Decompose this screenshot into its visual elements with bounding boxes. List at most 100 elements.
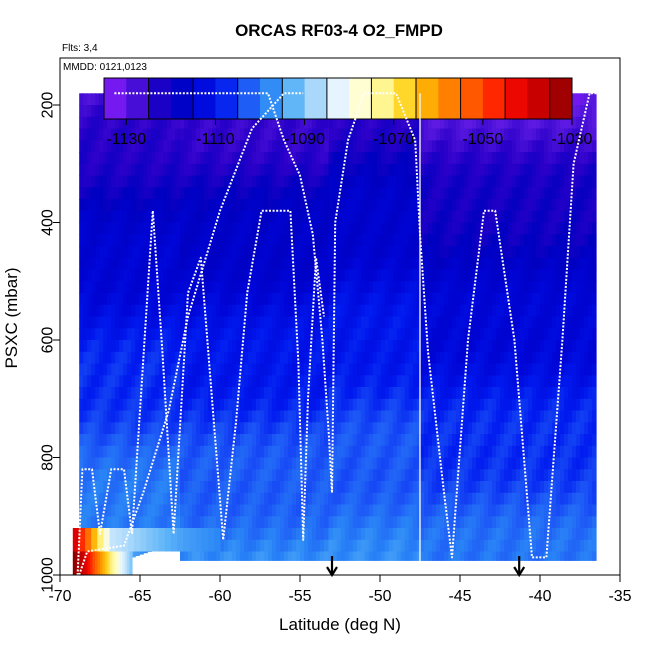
heatmap-cell [175, 481, 180, 494]
heatmap-cell [79, 281, 84, 294]
heatmap-cell [376, 222, 382, 235]
heatmap-cell [488, 457, 493, 470]
heatmap-cell [388, 340, 394, 353]
heatmap-cell [127, 481, 132, 494]
heatmap-cell [332, 246, 338, 259]
heatmap-cell [432, 504, 437, 517]
heatmap-cell [372, 187, 378, 200]
heatmap-cell [560, 281, 565, 294]
heatmap-cell [143, 269, 148, 282]
heatmap-cell [352, 469, 358, 482]
heatmap-cell [360, 481, 366, 494]
heatmap-cell [216, 152, 221, 165]
heatmap-cell [372, 246, 378, 259]
heatmap-cell [388, 152, 394, 165]
heatmap-cell [180, 481, 185, 494]
heatmap-cell [256, 481, 261, 494]
heatmap-cell [364, 257, 370, 271]
heatmap-cell [368, 387, 374, 400]
heatmap-cell [340, 551, 346, 561]
heatmap-cell [340, 246, 346, 259]
heatmap-cell [384, 246, 390, 259]
heatmap-cell [332, 434, 338, 447]
heatmap-cell [452, 387, 457, 400]
heatmap-cell [400, 528, 406, 541]
heatmap-cell [444, 422, 449, 435]
heatmap-cell [476, 469, 481, 482]
heatmap-cell [368, 140, 374, 153]
heatmap-cell [388, 445, 394, 459]
heatmap-cell [300, 210, 305, 224]
heatmap-cell [364, 281, 370, 294]
chart-title: ORCAS RF03-4 O2_FMPD [235, 21, 443, 40]
heatmap-cell [123, 199, 128, 212]
heatmap-cell [276, 398, 281, 412]
heatmap-cell [556, 434, 561, 447]
heatmap-cell [312, 363, 317, 376]
heatmap-cell [316, 293, 321, 306]
heatmap-cell [520, 128, 525, 141]
heatmap-cell [288, 293, 293, 306]
heatmap-cell [87, 140, 92, 153]
heatmap-cell [220, 163, 225, 177]
heatmap-cell [99, 351, 104, 365]
heatmap-cell [284, 199, 289, 212]
heatmap-cell [552, 293, 557, 306]
heatmap-cell [444, 398, 449, 412]
heatmap-cell [107, 116, 112, 130]
heatmap-cell [468, 116, 473, 130]
heatmap-cell [83, 234, 88, 247]
heatmap-cell [332, 340, 338, 353]
heatmap-cell [143, 504, 148, 517]
heatmap-cell [564, 175, 569, 188]
heatmap-cell [151, 398, 156, 412]
heatmap-cell [107, 210, 112, 224]
heatmap-cell [488, 551, 493, 561]
heatmap-cell [484, 269, 489, 282]
heatmap-cell [276, 539, 281, 553]
heatmap-cell [396, 246, 402, 259]
heatmap-cell [220, 363, 225, 376]
heatmap-cell [376, 387, 382, 400]
heatmap-cell [536, 210, 541, 224]
heatmap-cell [376, 492, 382, 506]
heatmap-cell [155, 387, 160, 400]
heatmap-cell [147, 328, 152, 341]
heatmap-cell [256, 199, 261, 212]
heatmap-cell [216, 269, 221, 282]
heatmap-cell [232, 140, 237, 153]
heatmap-cell [448, 445, 453, 459]
heatmap-cell [272, 246, 277, 259]
heatmap-cell [496, 210, 501, 224]
heatmap-cell [340, 175, 346, 188]
heatmap-cell [204, 163, 209, 177]
heatmap-cell [135, 222, 140, 235]
heatmap-cell [404, 363, 410, 376]
heatmap-cell [420, 492, 425, 506]
heatmap-cell [516, 363, 521, 376]
heatmap-cell [460, 210, 465, 224]
heatmap-cell [95, 234, 100, 247]
heatmap-cell [252, 281, 257, 294]
heatmap-cell [139, 316, 144, 329]
heatmap-cell [87, 469, 92, 482]
heatmap-cell [372, 481, 378, 494]
heatmap-cell [123, 375, 128, 388]
heatmap-cell [264, 351, 269, 365]
heatmap-cell [340, 140, 346, 153]
heatmap-cell [464, 398, 469, 412]
heatmap-cell [452, 551, 457, 561]
heatmap-cell [151, 504, 156, 517]
heatmap-cell [107, 434, 112, 447]
heatmap-cell [412, 539, 418, 553]
heatmap-cell [412, 293, 418, 306]
heatmap-cell [252, 492, 257, 506]
heatmap-cell [536, 375, 541, 388]
heatmap-cell [131, 128, 136, 141]
heatmap-cell [468, 539, 473, 553]
heatmap-cell [184, 445, 189, 459]
heatmap-cell [143, 340, 148, 353]
heatmap-cell [256, 504, 261, 517]
heatmap-cell [264, 199, 269, 212]
heatmap-cell [212, 187, 217, 200]
